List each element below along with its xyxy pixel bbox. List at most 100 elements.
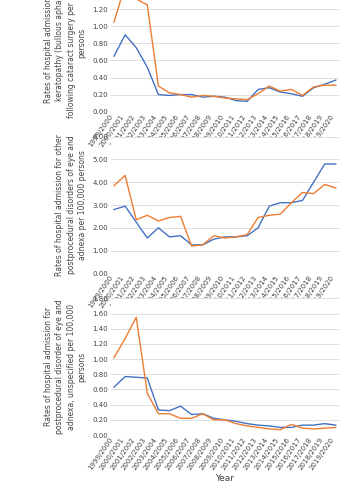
Males xyxy=(223,94,227,100)
Females xyxy=(234,96,238,102)
Males xyxy=(112,206,116,212)
Males xyxy=(322,420,327,426)
Males xyxy=(289,424,293,430)
Males xyxy=(145,64,149,70)
Females xyxy=(245,423,249,429)
Males xyxy=(311,179,316,185)
Females xyxy=(234,234,238,240)
Males xyxy=(179,92,183,98)
Males xyxy=(245,98,249,104)
Males xyxy=(156,407,161,413)
Females xyxy=(179,214,183,220)
Females xyxy=(256,214,260,220)
Females xyxy=(267,83,271,89)
Y-axis label: Rates of hospital admission for other
postprocedural disorders of eye and
adnexa: Rates of hospital admission for other po… xyxy=(55,134,86,276)
Y-axis label: Rates of hospital admission for
keratopathy (bullous aphakie)
following cataract: Rates of hospital admission for keratopa… xyxy=(44,0,86,118)
Line: Females: Females xyxy=(114,176,336,246)
Y-axis label: Rates of hospital admission for
postprocedural disorder of eye and
adnexa, unspe: Rates of hospital admission for postproc… xyxy=(44,300,86,434)
Males xyxy=(134,44,138,51)
Females xyxy=(289,86,293,92)
Line: Females: Females xyxy=(114,318,336,430)
Females xyxy=(212,233,216,239)
Females xyxy=(234,420,238,426)
Females xyxy=(167,90,172,96)
Females xyxy=(322,82,327,88)
Males xyxy=(156,225,161,231)
Males xyxy=(190,412,194,418)
Females xyxy=(223,417,227,423)
Males xyxy=(334,161,338,167)
Males xyxy=(179,403,183,409)
Females xyxy=(322,425,327,431)
Females xyxy=(334,424,338,430)
Males xyxy=(167,234,172,240)
Females xyxy=(311,190,316,196)
Males xyxy=(167,408,172,414)
Females xyxy=(289,200,293,205)
Line: Males: Males xyxy=(114,35,336,102)
Males xyxy=(167,92,172,98)
Females xyxy=(223,95,227,101)
Males xyxy=(245,233,249,239)
Females xyxy=(212,417,216,423)
Females xyxy=(300,190,304,196)
Males xyxy=(256,422,260,428)
Males xyxy=(322,161,327,167)
Males xyxy=(201,94,205,100)
Males xyxy=(112,53,116,59)
Females xyxy=(201,410,205,416)
Females xyxy=(256,424,260,430)
Males xyxy=(334,77,338,83)
Females xyxy=(156,410,161,416)
Males xyxy=(311,422,316,428)
Males xyxy=(201,242,205,248)
Males xyxy=(322,82,327,87)
Females xyxy=(334,185,338,191)
Females xyxy=(300,425,304,431)
Females xyxy=(112,182,116,188)
Females xyxy=(267,426,271,432)
Males xyxy=(300,198,304,203)
Females xyxy=(156,83,161,89)
Females xyxy=(289,422,293,428)
Males xyxy=(190,92,194,98)
Line: Males: Males xyxy=(114,376,336,428)
Females xyxy=(112,19,116,25)
Females xyxy=(278,88,282,94)
Males xyxy=(223,417,227,423)
Females xyxy=(134,217,138,223)
Females xyxy=(190,243,194,249)
Males xyxy=(234,418,238,424)
Males xyxy=(212,236,216,242)
Males xyxy=(256,225,260,231)
Females xyxy=(145,212,149,218)
Males xyxy=(267,423,271,429)
Females xyxy=(245,232,249,237)
X-axis label: Year: Year xyxy=(216,150,234,160)
Females xyxy=(145,2,149,8)
Males xyxy=(267,85,271,91)
Males xyxy=(223,234,227,240)
X-axis label: Year: Year xyxy=(216,312,234,322)
X-axis label: Year: Year xyxy=(216,474,234,483)
Females xyxy=(190,416,194,422)
Males xyxy=(212,94,216,100)
Females xyxy=(156,218,161,224)
Females xyxy=(223,235,227,241)
Females xyxy=(179,92,183,98)
Females xyxy=(123,172,127,178)
Females xyxy=(190,94,194,100)
Females xyxy=(212,94,216,100)
Females xyxy=(267,212,271,218)
Males xyxy=(234,234,238,240)
Females xyxy=(256,90,260,96)
Males xyxy=(256,86,260,92)
Males xyxy=(278,424,282,430)
Males xyxy=(212,416,216,422)
Females xyxy=(112,354,116,360)
Females xyxy=(201,242,205,248)
Males xyxy=(190,242,194,248)
Females xyxy=(134,0,138,2)
Males xyxy=(134,374,138,380)
Males xyxy=(123,32,127,38)
